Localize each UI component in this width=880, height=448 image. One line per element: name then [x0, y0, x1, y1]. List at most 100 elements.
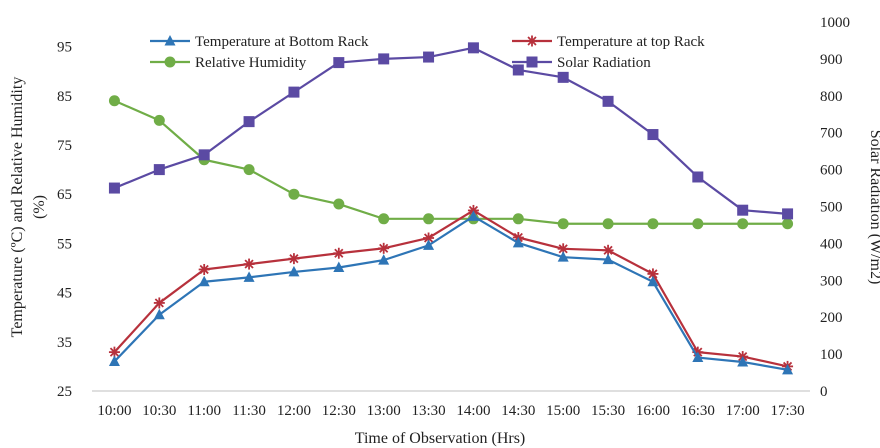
data-point-solar-radiation — [243, 116, 255, 128]
x-tick-label: 14:00 — [456, 403, 490, 419]
data-point-relative-humidity — [647, 218, 659, 230]
right-y-tick-label: 800 — [820, 89, 843, 105]
data-point-solar-radiation — [782, 208, 794, 220]
right-y-tick-label: 400 — [820, 236, 843, 252]
legend-entry-relative-humidity: Relative Humidity — [150, 55, 307, 71]
legend-label: Temperature at Bottom Rack — [195, 34, 369, 50]
left-y-tick-label: 25 — [57, 384, 72, 400]
data-point-temperature-at-top-rack — [423, 232, 435, 244]
data-point-temperature-at-bottom-rack — [198, 275, 210, 287]
x-tick-label: 12:30 — [322, 403, 356, 419]
data-point-relative-humidity — [557, 218, 569, 230]
x-tick-label: 13:30 — [411, 403, 445, 419]
data-point-temperature-at-top-rack — [243, 258, 255, 270]
legend-label: Solar Radiation — [557, 55, 651, 71]
left-y-axis-title-line-1: Temperature (ºC) and Relative Humidity — [9, 77, 26, 338]
data-point-temperature-at-bottom-rack — [647, 275, 659, 287]
x-tick-label: 12:00 — [277, 403, 311, 419]
data-point-solar-radiation — [378, 53, 390, 65]
data-point-solar-radiation — [647, 129, 659, 141]
left-y-axis-title-line-2: (%) — [31, 195, 48, 219]
data-point-temperature-at-top-rack — [378, 242, 390, 254]
x-tick-label: 16:30 — [681, 403, 715, 419]
data-point-solar-radiation — [423, 51, 435, 63]
legend-label: Temperature at top Rack — [557, 34, 705, 50]
data-point-solar-radiation — [512, 64, 524, 76]
data-point-solar-radiation — [467, 42, 479, 54]
legend-entry-temperature-at-bottom-rack: Temperature at Bottom Rack — [150, 34, 369, 50]
x-axis-title: Time of Observation (Hrs) — [355, 430, 526, 447]
series-relative-humidity — [108, 95, 794, 230]
x-ticks: 10:00 10:30 11:00 11:30 12:00 12:30 13:00 13:30… — [97, 403, 804, 419]
right-y-tick-label: 700 — [820, 126, 843, 142]
x-tick-label: 13:00 — [367, 403, 401, 419]
left-y-ticks: 25 35 45 55 65 75 85 95 — [57, 40, 72, 400]
data-point-temperature-at-bottom-rack — [512, 236, 524, 248]
left-y-tick-label: 85 — [57, 89, 72, 105]
data-point-relative-humidity — [243, 164, 255, 176]
x-tick-label: 10:30 — [142, 403, 176, 419]
data-point-temperature-at-bottom-rack — [602, 253, 614, 265]
x-tick-label: 16:00 — [636, 403, 670, 419]
data-point-solar-radiation — [153, 164, 165, 176]
data-point-relative-humidity — [737, 218, 749, 230]
x-tick-label: 15:00 — [546, 403, 580, 419]
data-point-solar-radiation — [557, 71, 569, 83]
data-point-temperature-at-top-rack — [333, 247, 345, 259]
x-tick-label: 17:00 — [726, 403, 760, 419]
data-point-relative-humidity — [423, 213, 435, 225]
legend-swatch-marker — [164, 56, 176, 68]
data-point-temperature-at-bottom-rack — [423, 239, 435, 250]
data-point-relative-humidity — [153, 114, 165, 126]
legend-swatch-marker — [526, 56, 538, 68]
right-y-tick-label: 200 — [820, 310, 843, 326]
data-point-temperature-at-bottom-rack — [243, 271, 255, 282]
data-point-solar-radiation — [288, 86, 300, 98]
data-point-solar-radiation — [692, 171, 704, 183]
right-y-tick-label: 0 — [820, 384, 828, 400]
data-point-temperature-at-bottom-rack — [378, 254, 390, 265]
left-y-tick-label: 55 — [57, 236, 72, 252]
data-point-relative-humidity — [782, 218, 794, 230]
left-y-tick-label: 75 — [57, 138, 72, 154]
data-point-temperature-at-bottom-rack — [333, 261, 345, 273]
data-point-temperature-at-bottom-rack — [782, 363, 794, 375]
right-y-tick-label: 1000 — [820, 15, 850, 31]
legend-swatch-marker — [164, 35, 176, 46]
data-point-temperature-at-bottom-rack — [467, 210, 479, 221]
data-point-relative-humidity — [108, 95, 120, 107]
right-y-tick-label: 900 — [820, 52, 843, 68]
data-point-solar-radiation — [602, 95, 614, 107]
x-tick-label: 14:30 — [501, 403, 535, 419]
left-y-axis-title: Temperature (ºC) and Relative Humidity (… — [9, 77, 48, 338]
data-point-temperature-at-bottom-rack — [692, 351, 704, 363]
data-point-temperature-at-top-rack — [288, 253, 300, 265]
legend-entry-solar-radiation: Solar Radiation — [512, 55, 651, 71]
data-point-temperature-at-bottom-rack — [737, 355, 749, 367]
series — [108, 42, 794, 375]
x-tick-label: 11:30 — [232, 403, 266, 419]
data-point-relative-humidity — [602, 218, 614, 230]
series-line-temperature-at-top-rack — [113, 209, 788, 368]
data-point-relative-humidity — [288, 188, 300, 200]
data-point-relative-humidity — [378, 213, 390, 225]
left-y-tick-label: 35 — [57, 335, 72, 351]
legend-label: Relative Humidity — [195, 55, 307, 71]
x-tick-label: 15:30 — [591, 403, 625, 419]
data-point-temperature-at-top-rack — [153, 297, 165, 309]
x-tick-label: 17:30 — [770, 403, 804, 419]
left-y-tick-label: 95 — [57, 40, 72, 56]
right-y-tick-label: 100 — [820, 347, 843, 363]
data-point-relative-humidity — [512, 213, 524, 225]
data-point-solar-radiation — [333, 57, 345, 69]
data-point-relative-humidity — [692, 218, 704, 230]
data-point-temperature-at-top-rack — [647, 268, 659, 280]
x-tick-label: 11:00 — [187, 403, 221, 419]
data-point-temperature-at-bottom-rack — [557, 251, 569, 262]
right-y-ticks: 0 100 200 300 400 500 600 700 800 900 1000 — [820, 15, 850, 400]
data-point-temperature-at-bottom-rack — [288, 265, 300, 277]
legend: Temperature at Bottom Rack Temperature at… — [150, 34, 705, 71]
data-point-temperature-at-bottom-rack — [108, 355, 120, 366]
